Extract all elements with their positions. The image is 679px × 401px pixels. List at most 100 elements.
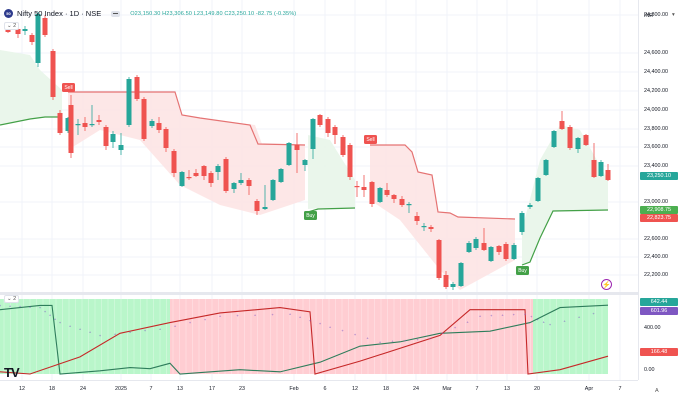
candle[interactable] <box>75 119 81 135</box>
candle[interactable] <box>458 262 464 287</box>
candle[interactable] <box>201 165 207 180</box>
candle[interactable] <box>325 117 331 137</box>
candle[interactable] <box>270 179 276 201</box>
candle[interactable] <box>369 181 375 207</box>
candle[interactable] <box>171 149 177 177</box>
candle[interactable] <box>436 239 442 280</box>
candle[interactable] <box>384 183 390 197</box>
candle[interactable] <box>583 134 589 146</box>
sub-indicators-collapse-button[interactable]: ⌄ 2 <box>4 295 20 303</box>
candle[interactable] <box>215 164 221 180</box>
candle[interactable] <box>450 282 456 290</box>
candle[interactable] <box>156 117 162 133</box>
candle[interactable] <box>511 243 517 260</box>
candle[interactable] <box>134 75 140 101</box>
candle[interactable] <box>262 185 268 210</box>
candle[interactable] <box>246 178 252 195</box>
candle[interactable] <box>567 125 573 150</box>
candle[interactable] <box>551 130 557 148</box>
candle[interactable] <box>68 95 74 158</box>
candle[interactable] <box>118 133 124 155</box>
candle[interactable] <box>208 171 214 187</box>
candle[interactable] <box>543 159 549 176</box>
price-axis[interactable]: INR ▾ 24,800.00 24,600.00 24,400.00 24,200.… <box>638 0 679 380</box>
candle[interactable] <box>535 177 541 202</box>
candle[interactable] <box>193 169 199 177</box>
compare-icon[interactable] <box>111 10 121 17</box>
chevron-down-icon[interactable]: ▾ <box>672 12 675 18</box>
candle[interactable] <box>354 181 360 197</box>
candle[interactable] <box>473 237 479 250</box>
candle[interactable] <box>238 173 244 185</box>
svg-text:+: + <box>89 330 92 335</box>
candle[interactable] <box>179 171 185 187</box>
candle[interactable] <box>57 110 63 135</box>
candle[interactable] <box>591 143 597 178</box>
candle[interactable] <box>443 271 449 289</box>
lightning-icon[interactable]: ⚡ <box>601 279 612 290</box>
candle[interactable] <box>89 105 95 127</box>
candle[interactable] <box>406 202 412 213</box>
currency-label[interactable]: INR <box>644 13 653 19</box>
svg-text:+: + <box>354 332 357 337</box>
price-tick-label: 22,600.00 <box>644 236 668 242</box>
candle[interactable] <box>347 143 353 180</box>
candle[interactable] <box>103 125 109 150</box>
candle[interactable] <box>110 131 116 148</box>
svg-text:+: + <box>404 338 407 343</box>
price-tick-label: 23,400.00 <box>644 163 668 169</box>
auto-scale-button[interactable]: A <box>655 388 659 394</box>
candle[interactable] <box>302 159 308 171</box>
candle[interactable] <box>149 119 155 128</box>
indicators-collapse-button[interactable]: ⌄ 2 <box>4 22 20 30</box>
time-axis[interactable]: 12 18 24 2025 7 13 17 23 Feb 6 12 18 24 Mar 7 13 20 Apr 7 <box>0 380 638 401</box>
candle[interactable] <box>294 133 300 173</box>
candle[interactable] <box>605 164 611 181</box>
candle[interactable] <box>481 228 487 251</box>
candle[interactable] <box>278 168 284 183</box>
candle[interactable] <box>428 225 434 232</box>
candle[interactable] <box>186 170 192 180</box>
candle[interactable] <box>231 182 237 193</box>
candle[interactable] <box>598 160 604 177</box>
symbol-title[interactable]: Nifty 50 Index · 1D · NSE <box>17 9 102 18</box>
candle[interactable] <box>22 26 28 35</box>
tradingview-logo-icon[interactable]: TV <box>4 365 20 380</box>
candle[interactable] <box>496 245 502 255</box>
candle[interactable] <box>254 199 260 215</box>
candle[interactable] <box>377 187 383 203</box>
candle[interactable] <box>141 97 147 141</box>
candle[interactable] <box>340 135 346 157</box>
sell-signal-label: Sell <box>364 135 377 144</box>
candle[interactable] <box>50 49 56 100</box>
candle[interactable] <box>317 114 323 127</box>
candle[interactable] <box>310 118 316 159</box>
svg-text:+: + <box>99 333 102 338</box>
candle[interactable] <box>575 137 581 153</box>
candle[interactable] <box>286 142 292 166</box>
svg-text:+: + <box>0 303 2 308</box>
candle[interactable] <box>361 175 367 197</box>
pane-divider[interactable] <box>0 292 638 295</box>
candle[interactable] <box>42 15 48 37</box>
candle[interactable] <box>527 203 533 209</box>
candle[interactable] <box>82 117 88 131</box>
candle[interactable] <box>163 127 169 152</box>
candle[interactable] <box>65 117 71 133</box>
candle[interactable] <box>559 111 565 130</box>
candle[interactable] <box>332 125 338 144</box>
candle[interactable] <box>29 33 35 45</box>
candle[interactable] <box>519 211 525 235</box>
candle[interactable] <box>503 242 509 261</box>
candle[interactable] <box>126 77 132 127</box>
candle[interactable] <box>223 157 229 193</box>
candle[interactable] <box>35 12 41 67</box>
candle[interactable] <box>414 212 420 225</box>
candle[interactable] <box>421 223 427 231</box>
candle[interactable] <box>391 194 397 203</box>
candle[interactable] <box>399 196 405 207</box>
candle[interactable] <box>96 115 102 125</box>
candle[interactable] <box>466 241 472 253</box>
candle[interactable] <box>488 246 494 262</box>
